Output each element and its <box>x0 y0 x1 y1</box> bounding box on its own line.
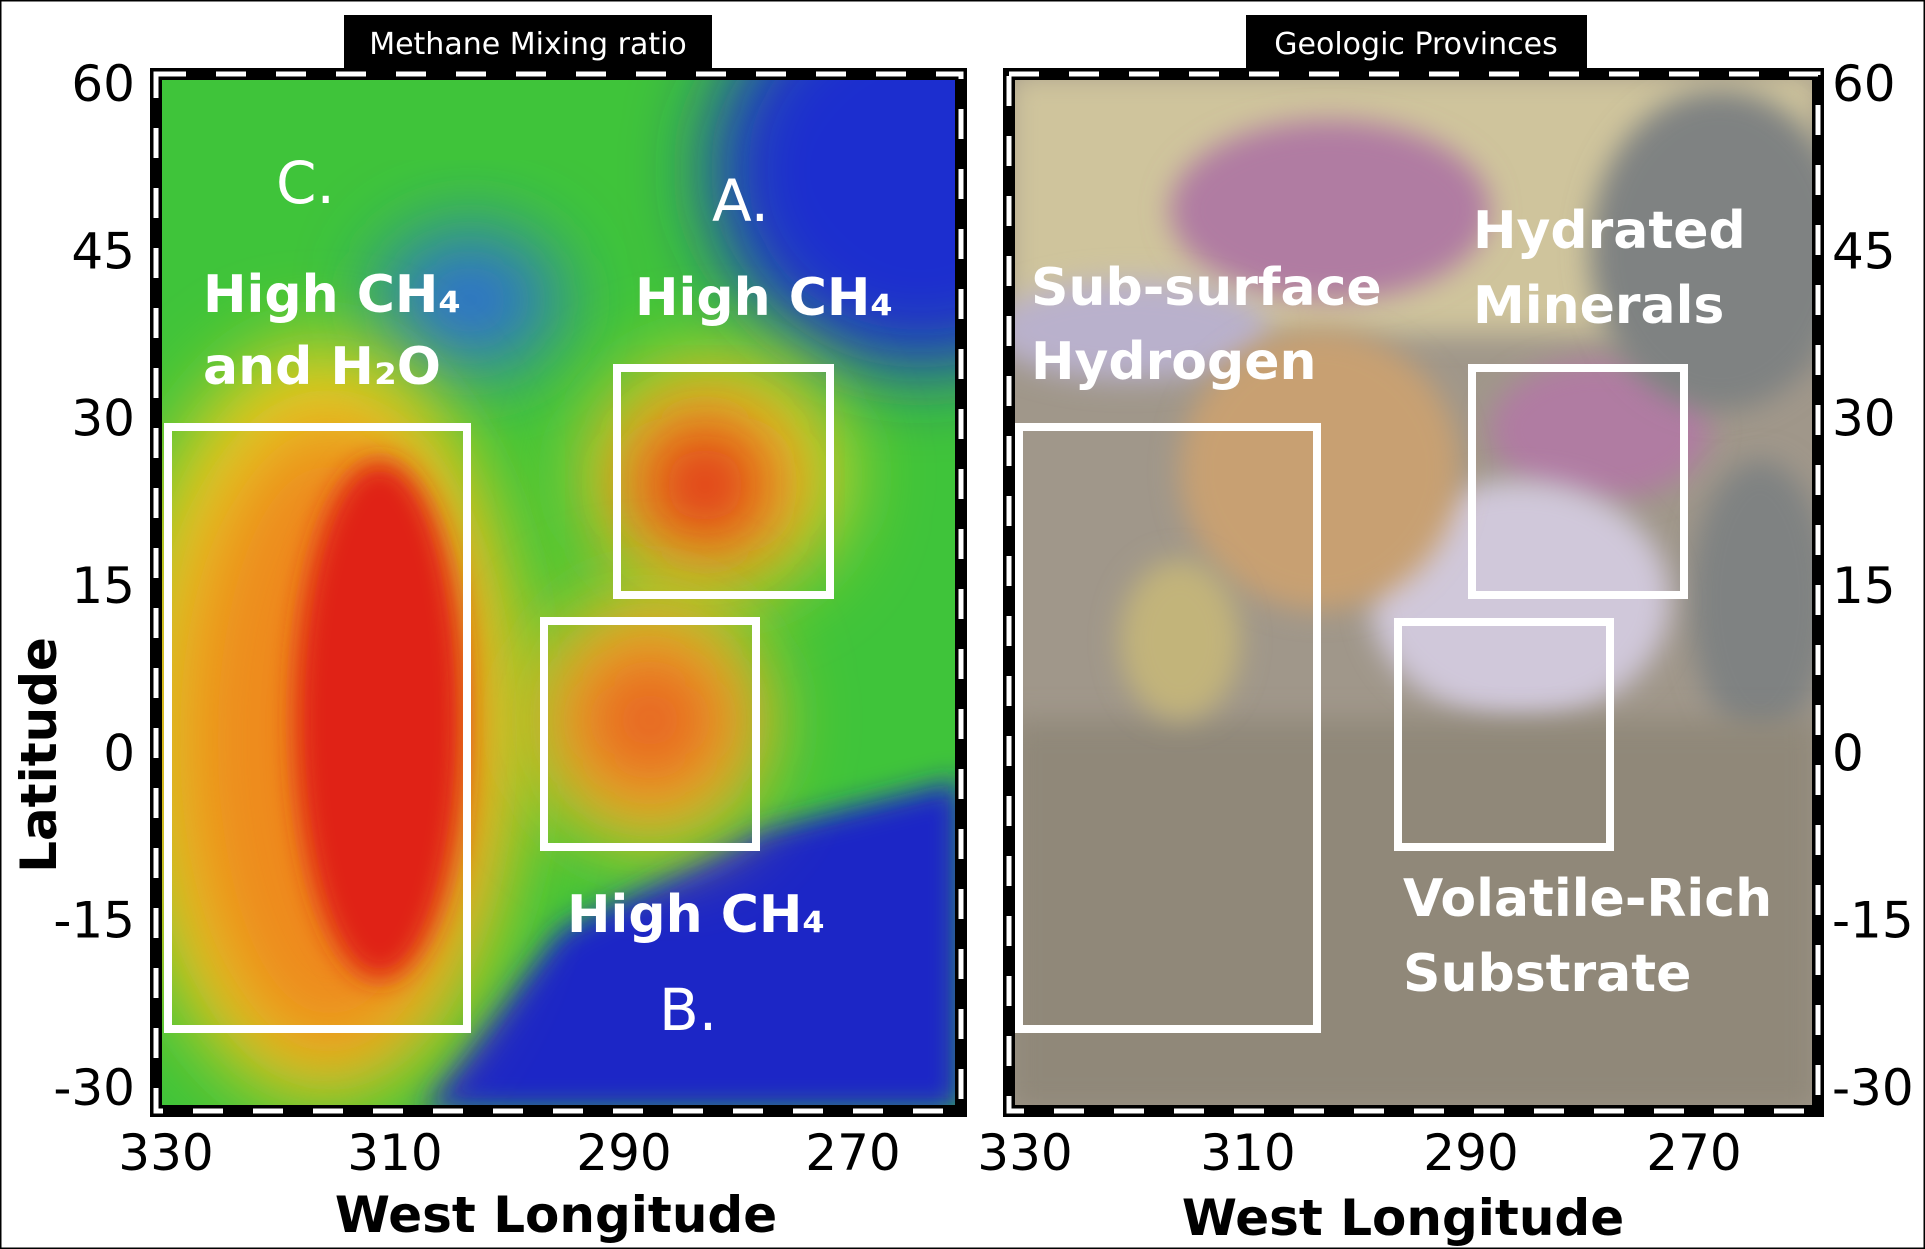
panel-title: Geologic Provinces <box>1274 27 1557 62</box>
region-label: High CH₄ <box>567 885 825 945</box>
region-label: High CH₄ <box>203 265 461 325</box>
y-tick-label: 30 <box>1832 390 1896 448</box>
region-label: Hydrogen <box>1031 332 1317 392</box>
y-tick-label: 45 <box>1832 222 1896 280</box>
figure: Methane Mixing ratio Geologic Provinces … <box>0 0 1925 1249</box>
panel-title: Methane Mixing ratio <box>369 27 687 62</box>
y-tick-label: 60 <box>1832 55 1896 113</box>
y-tick-label: 30 <box>71 390 135 448</box>
x-tick-label: 310 <box>1200 1124 1295 1182</box>
x-axis-label: West Longitude <box>335 1186 777 1244</box>
y-tick-label: -15 <box>1832 892 1914 950</box>
x-tick-label: 290 <box>576 1124 671 1182</box>
region-label: C. <box>276 149 335 217</box>
region-label: B. <box>659 976 717 1044</box>
region-label: High CH₄ <box>635 268 893 328</box>
x-tick-label: 330 <box>977 1124 1072 1182</box>
x-tick-label: 310 <box>347 1124 442 1182</box>
y-tick-label: 0 <box>1832 724 1864 782</box>
y-tick-label: 15 <box>1832 557 1896 615</box>
region-label: Sub-surface <box>1031 258 1382 318</box>
y-tick-label: 0 <box>103 724 135 782</box>
region-label: A. <box>712 167 769 235</box>
x-axis-label: West Longitude <box>1182 1189 1624 1247</box>
y-tick-label: -30 <box>1832 1059 1914 1117</box>
y-tick-label: -30 <box>53 1059 135 1117</box>
region-label: Minerals <box>1473 276 1724 336</box>
region-label: Substrate <box>1403 944 1691 1004</box>
y-tick-label: 45 <box>71 222 135 280</box>
y-tick-label: 60 <box>71 55 135 113</box>
y-tick-label: 15 <box>71 557 135 615</box>
region-label: and H₂O <box>203 337 441 397</box>
x-tick-label: 330 <box>118 1124 213 1182</box>
region-label: Volatile-Rich <box>1403 869 1772 929</box>
x-tick-label: 270 <box>1646 1124 1741 1182</box>
y-tick-label: -15 <box>53 892 135 950</box>
y-axis-label: Latitude <box>10 637 68 873</box>
region-label: Hydrated <box>1473 201 1746 261</box>
x-tick-label: 270 <box>805 1124 900 1182</box>
x-tick-label: 290 <box>1423 1124 1518 1182</box>
